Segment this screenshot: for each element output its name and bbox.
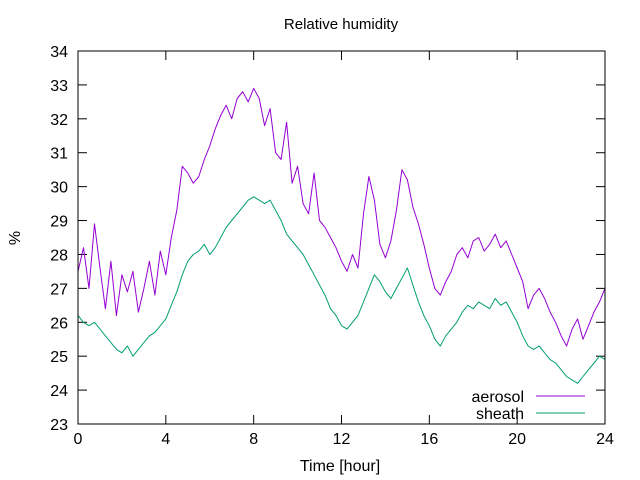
x-axis-label: Time [hour]	[300, 458, 380, 475]
chart-title: Relative humidity	[284, 16, 399, 33]
series-line-aerosol	[77, 87, 606, 347]
x-axis: 0 4 8 12 16 20 24	[74, 51, 614, 448]
y-tick-label: 31	[50, 146, 68, 163]
x-tick-label: 12	[333, 431, 351, 448]
y-tick-label: 27	[50, 281, 68, 298]
x-tick-label: 16	[420, 431, 438, 448]
y-tick-label: 24	[50, 383, 68, 400]
x-tick-label: 20	[508, 431, 526, 448]
x-tick-label: 0	[74, 431, 83, 448]
y-tick-label: 34	[50, 44, 68, 61]
y-tick-label: 23	[50, 417, 68, 434]
x-tick-label: 24	[596, 431, 614, 448]
y-tick-label: 33	[50, 78, 68, 95]
x-tick-label: 4	[161, 431, 170, 448]
plot-frame	[77, 50, 606, 425]
legend-label-aerosol: aerosol	[472, 389, 524, 406]
x-tick-label: 8	[249, 431, 258, 448]
y-tick-label: 29	[50, 214, 68, 231]
series-lines	[77, 87, 606, 384]
y-tick-label: 32	[50, 112, 68, 129]
y-tick-label: 28	[50, 247, 68, 264]
legend-label-sheath: sheath	[476, 406, 524, 423]
y-tick-label: 26	[50, 315, 68, 332]
y-tick-label: 25	[50, 349, 68, 366]
series-line-sheath	[77, 196, 606, 384]
y-tick-label: 30	[50, 180, 68, 197]
y-axis-label: %	[7, 231, 24, 245]
y-axis: 23 24 25 26 27 28 29 30 31 32 33 34	[50, 44, 605, 434]
